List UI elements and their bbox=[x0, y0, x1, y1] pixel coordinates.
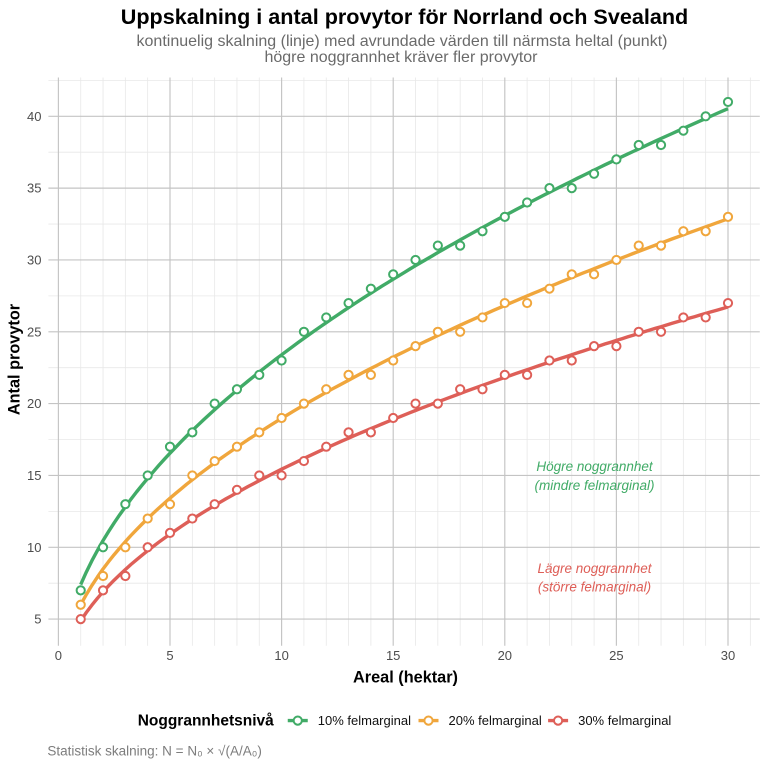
svg-text:30: 30 bbox=[721, 648, 735, 663]
svg-text:Statistisk skalning: N = N₀ ×: Statistisk skalning: N = N₀ × √(A/A₀) bbox=[47, 743, 261, 758]
svg-text:30% felmarginal: 30% felmarginal bbox=[578, 713, 671, 728]
svg-text:0: 0 bbox=[55, 648, 62, 663]
svg-text:högre noggrannhet kräver fler: högre noggrannhet kräver fler provytor bbox=[264, 49, 538, 66]
svg-text:10: 10 bbox=[27, 540, 41, 555]
svg-text:15: 15 bbox=[386, 648, 400, 663]
svg-text:(större felmarginal): (större felmarginal) bbox=[538, 580, 651, 595]
svg-text:20: 20 bbox=[27, 396, 41, 411]
svg-text:30: 30 bbox=[27, 253, 41, 268]
svg-text:Antal provytor: Antal provytor bbox=[6, 303, 24, 415]
svg-text:10: 10 bbox=[274, 648, 288, 663]
svg-text:35: 35 bbox=[27, 181, 41, 196]
svg-text:25: 25 bbox=[609, 648, 623, 663]
svg-text:Uppskalning i antal provytor f: Uppskalning i antal provytor för Norrlan… bbox=[121, 4, 689, 29]
svg-text:25: 25 bbox=[27, 324, 41, 339]
svg-text:Lägre noggrannhet: Lägre noggrannhet bbox=[537, 561, 652, 576]
svg-text:kontinuelig skalning (linje) m: kontinuelig skalning (linje) med avrunda… bbox=[137, 33, 668, 50]
svg-text:Högre noggrannhet: Högre noggrannhet bbox=[536, 459, 654, 474]
svg-text:(mindre felmarginal): (mindre felmarginal) bbox=[534, 478, 654, 493]
svg-text:40: 40 bbox=[27, 109, 41, 124]
svg-text:5: 5 bbox=[166, 648, 173, 663]
svg-text:20: 20 bbox=[498, 648, 512, 663]
svg-text:Areal (hektar): Areal (hektar) bbox=[353, 669, 458, 687]
svg-text:20% felmarginal: 20% felmarginal bbox=[449, 713, 542, 728]
svg-text:10% felmarginal: 10% felmarginal bbox=[318, 713, 411, 728]
svg-text:Noggrannhetsnivå: Noggrannhetsnivå bbox=[138, 712, 274, 729]
svg-text:15: 15 bbox=[27, 468, 41, 483]
svg-text:5: 5 bbox=[34, 612, 41, 627]
